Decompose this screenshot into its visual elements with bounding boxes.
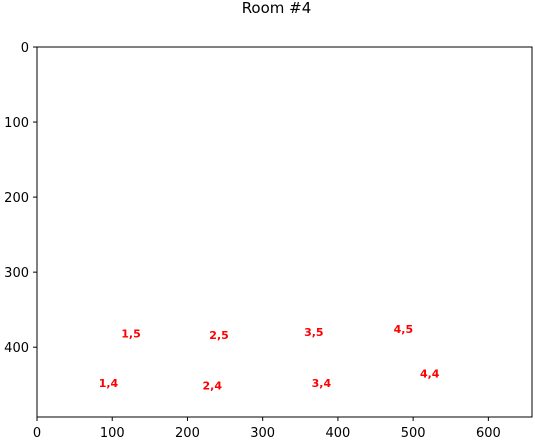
y-tick-label: 200 [4,191,29,206]
x-tick-label: 500 [401,426,426,441]
point-label: 1,4 [99,377,119,390]
y-tick-label: 300 [4,266,29,281]
x-tick-label: 0 [33,426,41,441]
point-label: 2,5 [209,329,229,342]
x-tick-label: 100 [100,426,125,441]
y-tick-label: 100 [4,116,29,131]
y-tick-label: 400 [4,341,29,356]
point-label: 3,5 [304,326,324,339]
point-label: 4,4 [420,367,440,380]
x-tick-label: 400 [325,426,350,441]
point-label: 3,4 [312,377,332,390]
x-tick-label: 300 [250,426,275,441]
point-label: 4,5 [394,323,414,336]
chart-title: Room #4 [241,0,312,17]
x-tick-label: 200 [175,426,200,441]
x-tick-label: 600 [476,426,501,441]
y-tick-label: 0 [21,41,29,56]
x-axis-ticks: 0 100 200 300 400 500 600 [33,417,501,441]
point-label: 1,5 [121,328,141,341]
plot-area [36,46,533,418]
y-axis-ticks: 0 100 200 300 400 [4,41,37,356]
point-label: 2,4 [203,379,223,392]
point-labels: 1,5 2,5 3,5 4,5 1,4 2,4 3,4 4,4 [99,323,440,392]
